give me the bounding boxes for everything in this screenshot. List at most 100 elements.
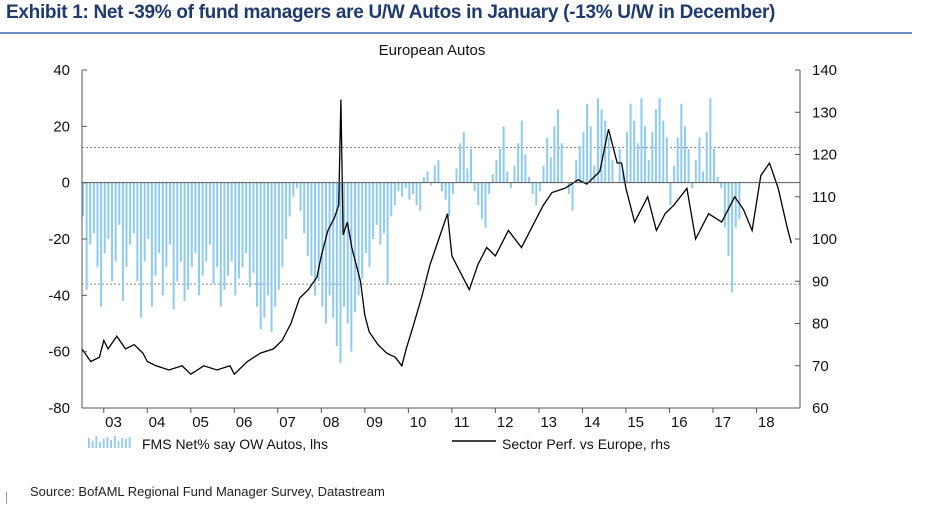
axes-layer: 40200-20-40-60-8014013012011010090807060… <box>48 62 837 431</box>
bar <box>640 98 643 183</box>
bar <box>658 98 661 183</box>
bar <box>187 182 190 290</box>
european-autos-chart: European Autos 40 20 0 -20 -40 -60 -80 140 130 12… <box>48 42 837 452</box>
line-layer <box>81 99 792 376</box>
bar <box>691 182 694 189</box>
legend-bar-stripe <box>113 436 116 448</box>
bar <box>219 182 222 307</box>
bar <box>285 182 288 239</box>
bar <box>571 182 574 211</box>
bar <box>397 182 400 192</box>
bar <box>129 182 132 245</box>
bar <box>546 137 549 183</box>
legend-bar-stripe <box>91 441 94 448</box>
bar <box>382 182 385 234</box>
bar <box>92 182 95 234</box>
bar <box>669 182 672 206</box>
bar <box>295 182 298 189</box>
bar <box>212 182 215 285</box>
bar <box>734 182 737 228</box>
title-rule <box>0 32 912 34</box>
bar <box>506 171 509 183</box>
bar <box>183 182 186 301</box>
bar <box>317 182 320 282</box>
bar <box>662 120 665 183</box>
bar <box>593 165 596 183</box>
bar <box>578 146 581 183</box>
bar <box>136 182 139 282</box>
bar <box>426 171 429 183</box>
legend-bar-stripe <box>110 440 112 448</box>
bar <box>111 182 114 282</box>
bar <box>698 137 701 183</box>
bar <box>252 182 255 273</box>
bar <box>676 137 679 183</box>
bar <box>557 109 560 183</box>
legend-bar-stripe <box>121 438 124 448</box>
right-tick-label: 110 <box>812 189 836 206</box>
bar <box>375 182 378 225</box>
bar <box>118 182 121 225</box>
bar <box>266 182 269 296</box>
legend-bar-stripe <box>128 437 131 448</box>
bar <box>491 174 494 183</box>
bar <box>636 143 639 183</box>
left-tick-label: 0 <box>62 175 70 192</box>
bar <box>607 137 610 183</box>
bar <box>256 182 259 307</box>
bar <box>107 182 110 239</box>
bar <box>259 182 262 330</box>
bar <box>379 182 382 245</box>
bar <box>147 182 150 239</box>
legend-label-line: Sector Perf. vs Europe, rhs <box>502 436 670 452</box>
bar <box>433 165 436 183</box>
bar <box>451 182 454 194</box>
bar <box>223 182 226 290</box>
legend-label-bars: FMS Net% say OW Autos, lhs <box>142 436 328 452</box>
bar <box>230 182 233 262</box>
bar <box>477 182 480 206</box>
bar <box>150 182 153 307</box>
bar <box>687 148 690 183</box>
bar <box>459 143 462 183</box>
bar <box>705 131 708 183</box>
bar <box>633 120 636 183</box>
bar <box>372 182 375 239</box>
left-tick-label: 20 <box>53 118 70 135</box>
x-tick-label: 07 <box>279 414 296 431</box>
bar <box>683 126 686 183</box>
bar <box>114 182 117 262</box>
bar <box>466 168 469 183</box>
bar <box>314 182 317 296</box>
bar <box>368 182 371 268</box>
bar <box>480 182 483 220</box>
bar <box>339 182 342 363</box>
bar <box>502 126 505 183</box>
right-tick-label: 100 <box>812 231 837 248</box>
bar <box>567 182 570 194</box>
bar <box>234 182 237 296</box>
bar <box>361 182 364 279</box>
bar <box>143 182 146 262</box>
bar <box>455 168 458 183</box>
bar <box>629 103 632 183</box>
bar <box>364 182 367 254</box>
bar <box>488 182 491 194</box>
legend-bar-stripe <box>88 438 90 448</box>
bar <box>165 182 168 268</box>
x-tick-label: 18 <box>758 414 775 431</box>
bar <box>386 182 389 285</box>
bar <box>596 98 599 183</box>
bar <box>647 160 650 183</box>
bar <box>553 126 556 183</box>
bar <box>216 182 219 268</box>
bar <box>441 182 443 192</box>
left-tick-label: 40 <box>53 62 70 79</box>
bar <box>611 160 614 183</box>
right-tick-label: 140 <box>812 62 837 79</box>
x-tick-label: 17 <box>714 414 731 431</box>
bar <box>172 182 175 310</box>
bar <box>85 182 88 290</box>
bar <box>509 182 512 189</box>
bar <box>292 182 295 197</box>
